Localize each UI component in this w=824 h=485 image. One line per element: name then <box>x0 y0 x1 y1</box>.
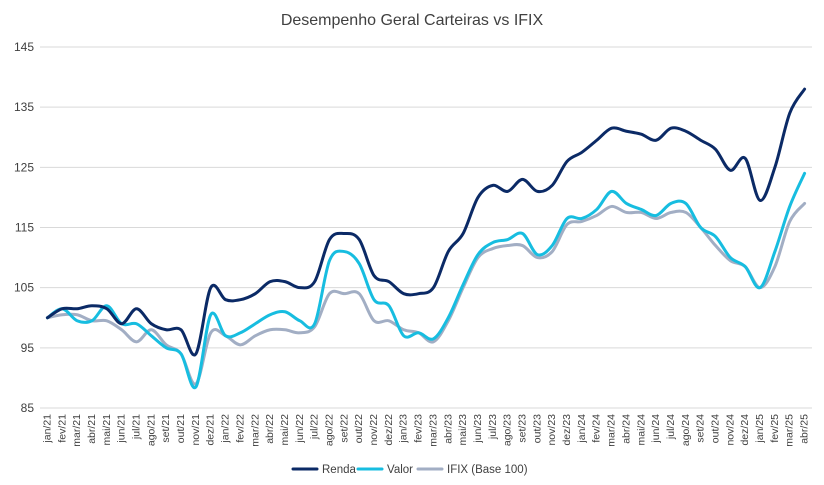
x-tick-label: set/23 <box>517 414 529 443</box>
y-tick-label: 135 <box>14 100 34 114</box>
legend-label: Renda <box>322 464 356 476</box>
y-tick-label: 145 <box>14 40 34 54</box>
x-tick-label: jan/24 <box>576 414 588 444</box>
x-tick-label: ago/24 <box>680 414 692 446</box>
x-tick-label: jun/23 <box>472 414 484 444</box>
x-axis-ticks: jan/21 fev/21 mar/21 abr/21 mai/21 jun/21 jul/… <box>41 414 810 447</box>
x-tick-label: out/22 <box>353 414 365 443</box>
x-tick-label: jan/21 <box>41 414 53 444</box>
x-tick-label: mar/25 <box>784 414 796 447</box>
x-tick-label: jun/21 <box>116 414 128 444</box>
x-tick-label: nov/24 <box>724 414 736 446</box>
x-tick-label: out/24 <box>710 414 722 443</box>
x-tick-label: set/24 <box>695 414 707 443</box>
x-tick-label: jul/21 <box>131 414 143 440</box>
x-tick-label: set/21 <box>160 414 172 443</box>
x-tick-label: ago/23 <box>502 414 514 446</box>
x-tick-label: nov/23 <box>546 414 558 446</box>
x-tick-label: abr/22 <box>264 414 276 444</box>
x-tick-label: mai/22 <box>279 414 291 446</box>
x-tick-label: dez/21 <box>205 414 217 446</box>
x-tick-label: fev/21 <box>56 414 68 443</box>
x-tick-label: jul/23 <box>487 414 499 440</box>
x-tick-label: nov/21 <box>190 414 202 446</box>
x-tick-label: abr/25 <box>799 414 811 444</box>
x-tick-label: fev/22 <box>234 414 246 443</box>
legend: Renda Valor IFIX (Base 100) <box>291 464 528 476</box>
x-tick-label: mar/24 <box>606 414 618 447</box>
x-tick-label: jul/22 <box>309 414 321 440</box>
x-tick-label: out/21 <box>175 414 187 443</box>
x-tick-label: abr/23 <box>442 414 454 444</box>
x-tick-label: mai/21 <box>101 414 113 446</box>
x-tick-label: set/22 <box>338 414 350 443</box>
x-tick-label: mar/21 <box>71 414 83 447</box>
x-tick-label: dez/23 <box>561 414 573 446</box>
x-tick-label: ago/21 <box>145 414 157 446</box>
x-tick-label: out/23 <box>531 414 543 443</box>
x-tick-label: jan/25 <box>754 414 766 444</box>
gridlines <box>40 46 812 409</box>
chart-title: Desempenho Geral Carteiras vs IFIX <box>281 12 544 29</box>
x-tick-label: abr/21 <box>86 414 98 444</box>
x-tick-label: mar/22 <box>249 414 261 447</box>
x-tick-label: fev/24 <box>591 414 603 443</box>
series-line-valor <box>45 171 807 390</box>
series-lines <box>45 87 807 390</box>
y-tick-label: 105 <box>14 281 34 295</box>
x-tick-label: dez/22 <box>383 414 395 446</box>
x-tick-label: jan/22 <box>220 414 232 444</box>
x-tick-label: mar/23 <box>427 414 439 447</box>
x-tick-label: dez/24 <box>739 414 751 446</box>
x-tick-label: abr/24 <box>620 414 632 444</box>
x-tick-label: mai/23 <box>457 414 469 446</box>
x-tick-label: jul/24 <box>665 414 677 440</box>
x-tick-label: mai/24 <box>635 414 647 446</box>
x-tick-label: jun/24 <box>650 414 662 444</box>
x-tick-label: jun/22 <box>294 414 306 444</box>
x-tick-label: fev/23 <box>413 414 425 443</box>
x-tick-label: ago/22 <box>324 414 336 446</box>
x-tick-label: fev/25 <box>769 414 781 443</box>
series-line-renda <box>45 87 807 357</box>
x-tick-label: nov/22 <box>368 414 380 446</box>
legend-label: Valor <box>387 464 413 476</box>
y-tick-label: 125 <box>14 160 34 174</box>
y-tick-label: 85 <box>21 401 35 415</box>
legend-label: IFIX (Base 100) <box>447 464 528 476</box>
y-axis-ticks: 85 95 105 115 125 135 145 <box>14 40 34 415</box>
y-tick-label: 95 <box>21 341 35 355</box>
y-tick-label: 115 <box>15 221 34 235</box>
x-tick-label: jan/23 <box>398 414 410 444</box>
